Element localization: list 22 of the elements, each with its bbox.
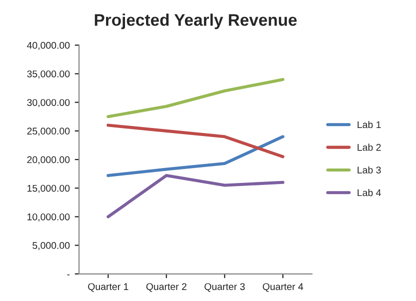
legend-label: Lab 2 bbox=[358, 144, 381, 151]
y-tick-label: 5,000.00 bbox=[32, 242, 70, 250]
legend-label: Lab 4 bbox=[358, 189, 381, 196]
y-tick-label: 10,000.00 bbox=[28, 213, 70, 222]
y-tick-label: 20,000.00 bbox=[27, 156, 70, 164]
legend-label: Lab 1 bbox=[358, 120, 381, 128]
line-series bbox=[106, 174, 284, 218]
line-series bbox=[106, 124, 284, 158]
x-tick-label: Quarter 3 bbox=[204, 283, 245, 292]
y-tick-label: 35,000.00 bbox=[27, 70, 70, 79]
legend-label: Lab 3 bbox=[358, 166, 381, 174]
y-tick-label: 15,000.00 bbox=[28, 184, 70, 193]
chart-title: Projected Yearly Revenue bbox=[94, 14, 297, 30]
x-tick-label: Quarter 4 bbox=[262, 283, 304, 292]
y-tick-label: - bbox=[67, 274, 70, 276]
y-tick-label: 25,000.00 bbox=[27, 128, 70, 136]
x-tick-label: Quarter 1 bbox=[88, 283, 128, 292]
x-tick-label: Quarter 2 bbox=[146, 283, 186, 292]
line-series bbox=[106, 78, 284, 118]
line-series bbox=[106, 135, 284, 178]
y-tick-label: 30,000.00 bbox=[27, 99, 70, 108]
y-tick-label: 40,000.00 bbox=[26, 42, 70, 50]
